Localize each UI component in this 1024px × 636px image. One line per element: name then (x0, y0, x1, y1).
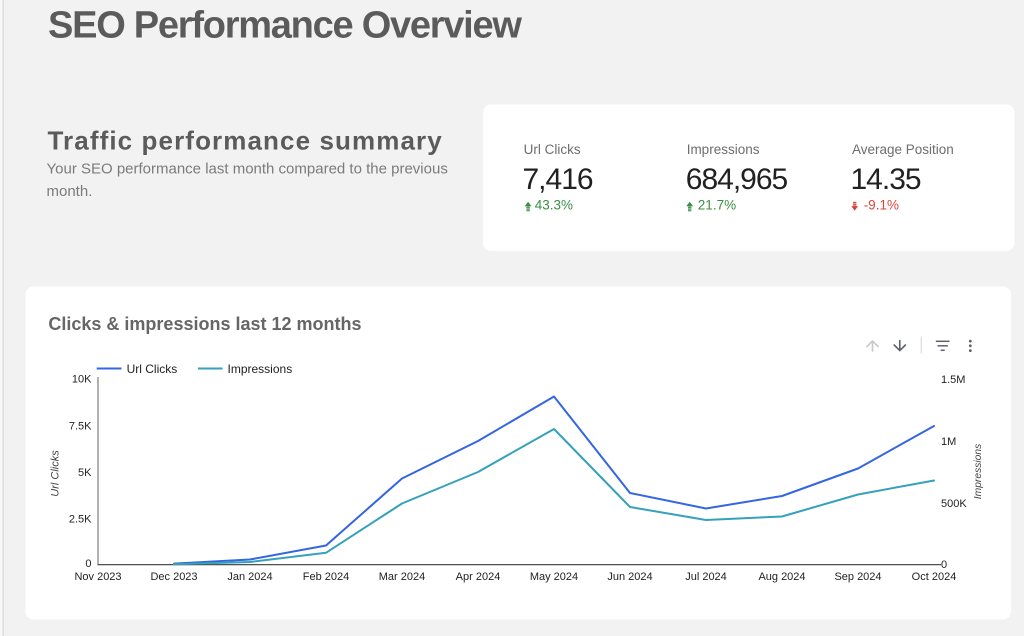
svg-text:Url Clicks: Url Clicks (50, 450, 62, 497)
svg-text:684,965: 684,965 (686, 163, 788, 196)
svg-text:Url Clicks: Url Clicks (127, 362, 178, 376)
svg-text:Feb 2024: Feb 2024 (303, 571, 349, 583)
svg-text:Your SEO performance last mont: Your SEO performance last month compared… (47, 161, 448, 178)
svg-text:0: 0 (941, 559, 947, 571)
svg-text:Dec 2023: Dec 2023 (150, 571, 197, 583)
svg-text:Aug 2024: Aug 2024 (758, 571, 805, 583)
svg-text:Oct 2024: Oct 2024 (912, 571, 957, 583)
svg-text:month.: month. (47, 183, 93, 200)
svg-text:Clicks & impressions last 12 m: Clicks & impressions last 12 months (48, 314, 361, 334)
svg-text:0: 0 (85, 558, 91, 570)
svg-text:Average Position: Average Position (852, 142, 954, 157)
svg-text:Nov 2023: Nov 2023 (74, 571, 121, 583)
svg-text:2.5K: 2.5K (69, 514, 92, 526)
svg-text:Impressions: Impressions (687, 142, 760, 157)
svg-text:Mar 2024: Mar 2024 (379, 571, 425, 583)
svg-text:5K: 5K (78, 467, 92, 479)
svg-text:Jul 2024: Jul 2024 (685, 571, 727, 583)
svg-text:Impressions: Impressions (228, 362, 293, 376)
svg-text:Apr 2024: Apr 2024 (456, 571, 501, 583)
svg-text:May 2024: May 2024 (530, 571, 578, 583)
svg-text:14.35: 14.35 (851, 163, 921, 196)
svg-text:Jan 2024: Jan 2024 (227, 571, 272, 583)
svg-text:Impressions: Impressions (973, 444, 984, 500)
svg-text:Jun 2024: Jun 2024 (607, 571, 652, 583)
svg-text:10K: 10K (72, 374, 92, 386)
svg-text:-9.1%: -9.1% (864, 198, 899, 213)
svg-text:Traffic performance summary: Traffic performance summary (48, 126, 443, 156)
svg-text:Sep 2024: Sep 2024 (834, 571, 881, 583)
svg-text:7.5K: 7.5K (69, 420, 92, 432)
svg-text:43.3%: 43.3% (535, 198, 573, 213)
svg-text:SEO Performance Overview: SEO Performance Overview (48, 4, 522, 46)
svg-text:1.5M: 1.5M (941, 374, 965, 386)
svg-text:Url Clicks: Url Clicks (524, 142, 581, 157)
svg-text:21.7%: 21.7% (698, 198, 736, 213)
svg-text:7,416: 7,416 (523, 163, 593, 196)
svg-text:1M: 1M (941, 436, 956, 448)
svg-text:500K: 500K (941, 498, 967, 510)
